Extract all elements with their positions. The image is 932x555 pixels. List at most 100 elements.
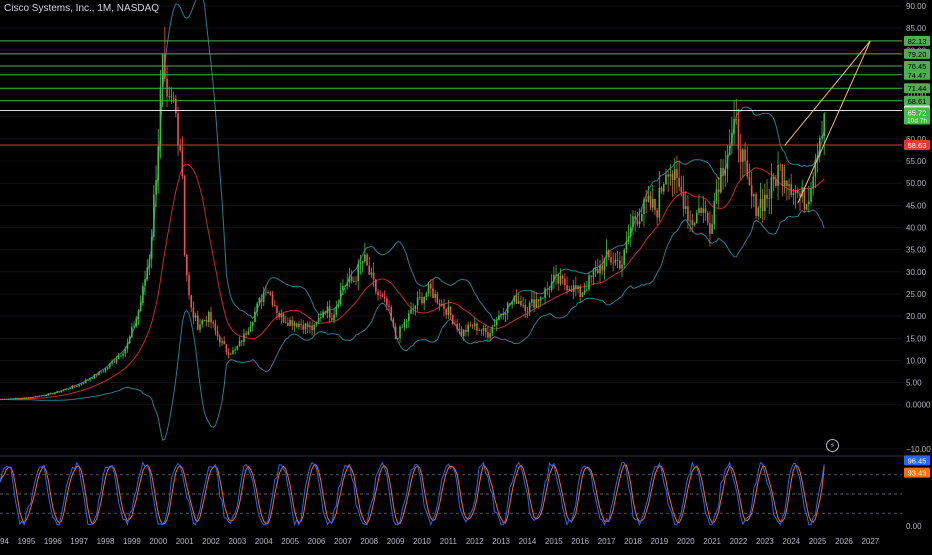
candle-body xyxy=(27,397,30,399)
candle-body xyxy=(58,391,61,393)
candle-body xyxy=(687,206,689,221)
candle-body xyxy=(797,190,799,194)
candle-body xyxy=(654,198,656,211)
candle-body xyxy=(337,304,340,307)
y-tick-label: 55.00 xyxy=(906,157,927,166)
candle-body xyxy=(557,274,560,284)
candle-body xyxy=(350,276,353,281)
last-price-label: 65.72 xyxy=(908,109,927,118)
candle-body xyxy=(676,169,678,178)
candle-body xyxy=(379,295,382,296)
moving-average xyxy=(0,163,825,400)
candle-body xyxy=(45,395,47,397)
candle-body xyxy=(757,207,760,216)
candle-body xyxy=(335,306,338,315)
x-tick-label: 2016 xyxy=(571,537,589,546)
candle-body xyxy=(750,185,753,197)
level-badge xyxy=(904,69,930,80)
candle-body xyxy=(568,289,571,291)
candle-body xyxy=(588,275,590,290)
candle-body xyxy=(54,392,56,395)
y-tick-label: 10.00 xyxy=(906,356,927,365)
candle-body xyxy=(700,208,702,213)
candle-body xyxy=(271,294,274,306)
candle-body xyxy=(313,324,316,331)
candle-body xyxy=(311,325,313,331)
candle-body xyxy=(56,391,58,393)
time-axis[interactable]: 1994 1995 1996 1997 1998 1999 2000 2001 2002 2003… xyxy=(0,537,880,546)
candle-body xyxy=(451,315,454,324)
candle-body xyxy=(542,297,544,299)
candle-body xyxy=(717,189,720,193)
y-tick-label: 90.00 xyxy=(906,2,927,11)
candle-body xyxy=(625,241,628,250)
candle-body xyxy=(76,386,78,387)
candle-body xyxy=(135,318,138,327)
level-badge-label: 68.61 xyxy=(908,97,927,106)
candle-body xyxy=(95,374,98,376)
candle-body xyxy=(786,180,788,187)
candle-body xyxy=(207,311,210,322)
candle-body xyxy=(669,173,672,177)
candle-body xyxy=(724,168,727,176)
candle-body xyxy=(746,160,749,177)
stoch-k-badge xyxy=(904,455,930,466)
candle-body xyxy=(126,343,129,350)
candle-body xyxy=(627,236,630,242)
candle-body xyxy=(100,371,102,373)
candle-body xyxy=(210,311,212,323)
candle-body xyxy=(392,319,395,327)
candle-body xyxy=(225,344,228,353)
last-price-badge xyxy=(904,107,930,125)
candle-body xyxy=(23,397,25,399)
candle-body xyxy=(533,299,535,308)
candle-body xyxy=(651,198,654,208)
candle-body xyxy=(667,174,669,177)
candle-body xyxy=(662,184,665,192)
candle-body xyxy=(157,146,160,181)
candle-body xyxy=(190,295,193,308)
x-tick-label: 2026 xyxy=(835,537,853,546)
candle-body xyxy=(640,214,643,222)
candle-body xyxy=(456,323,458,330)
candle-body xyxy=(51,393,54,395)
candle-body xyxy=(790,184,793,195)
candle-body xyxy=(229,353,232,355)
x-tick-label: 2003 xyxy=(228,537,246,546)
candle-body xyxy=(258,298,261,304)
upper-band xyxy=(0,0,825,400)
candle-body xyxy=(245,333,247,335)
fib-levels xyxy=(0,40,902,146)
candle-body xyxy=(770,176,773,199)
candle-body xyxy=(177,113,179,146)
candle-body xyxy=(159,87,162,147)
x-tick-label: 2007 xyxy=(334,537,352,546)
x-tick-label: 2002 xyxy=(202,537,220,546)
candle-body xyxy=(93,374,96,379)
candle-body xyxy=(181,150,184,177)
candle-body xyxy=(590,275,593,277)
x-tick-label: 2020 xyxy=(677,537,695,546)
candle-body xyxy=(227,352,230,355)
x-tick-label: 2018 xyxy=(624,537,642,546)
candle-body xyxy=(526,310,529,312)
lower-band xyxy=(0,209,825,441)
candle-body xyxy=(357,264,360,282)
candle-body xyxy=(353,280,355,282)
lightning-icon[interactable]: ⚡ xyxy=(826,439,839,452)
candle-body xyxy=(273,305,276,307)
trendlines xyxy=(784,40,871,204)
candle-body xyxy=(682,192,685,210)
candle-body xyxy=(260,298,263,302)
candle-body xyxy=(572,285,575,292)
candle-body xyxy=(803,187,806,210)
candle-body xyxy=(370,272,373,275)
candle-body xyxy=(476,323,478,331)
candle-body xyxy=(368,265,371,275)
candle-body xyxy=(711,224,713,234)
x-tick-label: 1997 xyxy=(70,537,88,546)
candle-body xyxy=(339,290,342,305)
candle-body xyxy=(583,290,586,293)
candle-body xyxy=(155,180,157,195)
